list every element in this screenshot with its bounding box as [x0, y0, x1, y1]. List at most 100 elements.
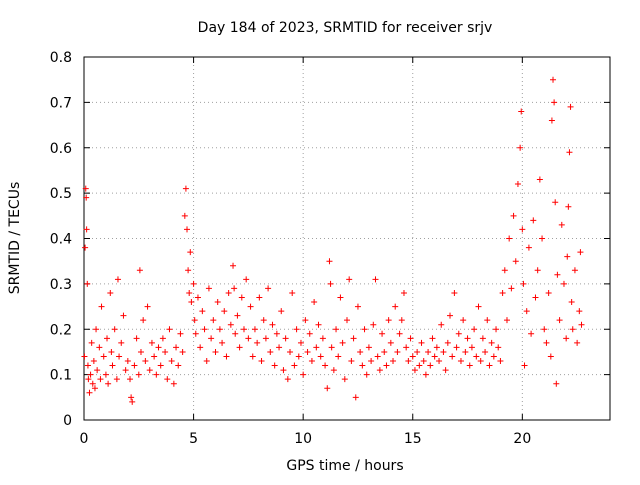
data-point [284, 376, 291, 383]
x-tick-label: 10 [294, 431, 312, 447]
y-tick-label: 0.2 [50, 322, 72, 338]
data-point [357, 348, 364, 355]
data-point [433, 344, 440, 351]
data-point [289, 289, 296, 296]
data-point [574, 339, 581, 346]
data-point [122, 367, 129, 374]
data-point [136, 267, 143, 274]
data-point [429, 335, 436, 342]
data-point [578, 321, 585, 328]
data-point [365, 344, 372, 351]
data-point [444, 339, 451, 346]
data-point [295, 353, 302, 360]
y-tick-label: 0.4 [50, 232, 72, 248]
data-point [379, 330, 386, 337]
data-point [216, 326, 223, 333]
data-point [278, 308, 285, 315]
data-point [372, 276, 379, 283]
data-point [273, 330, 280, 337]
data-point [414, 348, 421, 355]
data-point [541, 326, 548, 333]
data-point [133, 335, 140, 342]
data-point [327, 280, 334, 287]
data-point [287, 348, 294, 355]
data-point [302, 317, 309, 324]
data-point [326, 258, 333, 265]
data-point [184, 226, 191, 233]
data-point [164, 376, 171, 383]
data-point [267, 348, 274, 355]
data-point [140, 317, 147, 324]
data-point [484, 317, 491, 324]
data-point [146, 367, 153, 374]
data-point [346, 276, 353, 283]
data-point [521, 362, 528, 369]
data-point [420, 358, 427, 365]
data-point [376, 367, 383, 374]
data-point [170, 380, 177, 387]
data-point [416, 362, 423, 369]
data-point [260, 317, 267, 324]
data-point [100, 353, 107, 360]
data-point [563, 335, 570, 342]
data-point [460, 317, 467, 324]
data-point [245, 335, 252, 342]
data-point [232, 330, 239, 337]
data-point [490, 353, 497, 360]
data-point [137, 348, 144, 355]
data-point [153, 371, 160, 378]
data-point [520, 280, 527, 287]
data-point [251, 326, 258, 333]
data-point [339, 339, 346, 346]
data-point [276, 344, 283, 351]
data-point [265, 285, 272, 292]
data-point [440, 348, 447, 355]
data-point [564, 253, 571, 260]
data-point [97, 376, 104, 383]
data-point [550, 76, 557, 83]
data-point [322, 362, 329, 369]
data-point [350, 335, 357, 342]
data-point [547, 353, 554, 360]
data-point [495, 344, 502, 351]
data-point [335, 353, 342, 360]
data-point [381, 348, 388, 355]
data-point [442, 367, 449, 374]
data-point [86, 389, 93, 396]
y-tick-label: 0.8 [50, 50, 72, 66]
data-point [199, 308, 206, 315]
data-point [83, 194, 90, 201]
data-point [116, 353, 123, 360]
data-point [566, 149, 573, 156]
data-point [539, 235, 546, 242]
data-point [409, 353, 416, 360]
data-point [518, 108, 525, 115]
data-point [90, 358, 97, 365]
data-point [528, 330, 535, 337]
data-point [466, 362, 473, 369]
data-point [403, 344, 410, 351]
data-point [348, 358, 355, 365]
data-point [234, 312, 241, 319]
data-point [107, 289, 114, 296]
y-tick-label: 0 [63, 413, 72, 429]
data-point [280, 367, 287, 374]
data-point [197, 344, 204, 351]
data-point [545, 289, 552, 296]
data-point [256, 294, 263, 301]
data-point [398, 317, 405, 324]
data-point [368, 358, 375, 365]
data-point [247, 303, 254, 310]
data-point [91, 385, 98, 392]
data-point [168, 358, 175, 365]
data-point [475, 303, 482, 310]
data-point [501, 267, 508, 274]
data-point [560, 280, 567, 287]
data-point [210, 317, 217, 324]
data-point [344, 317, 350, 324]
data-point [291, 362, 298, 369]
x-tick-label: 0 [80, 431, 89, 447]
data-point [517, 144, 524, 151]
